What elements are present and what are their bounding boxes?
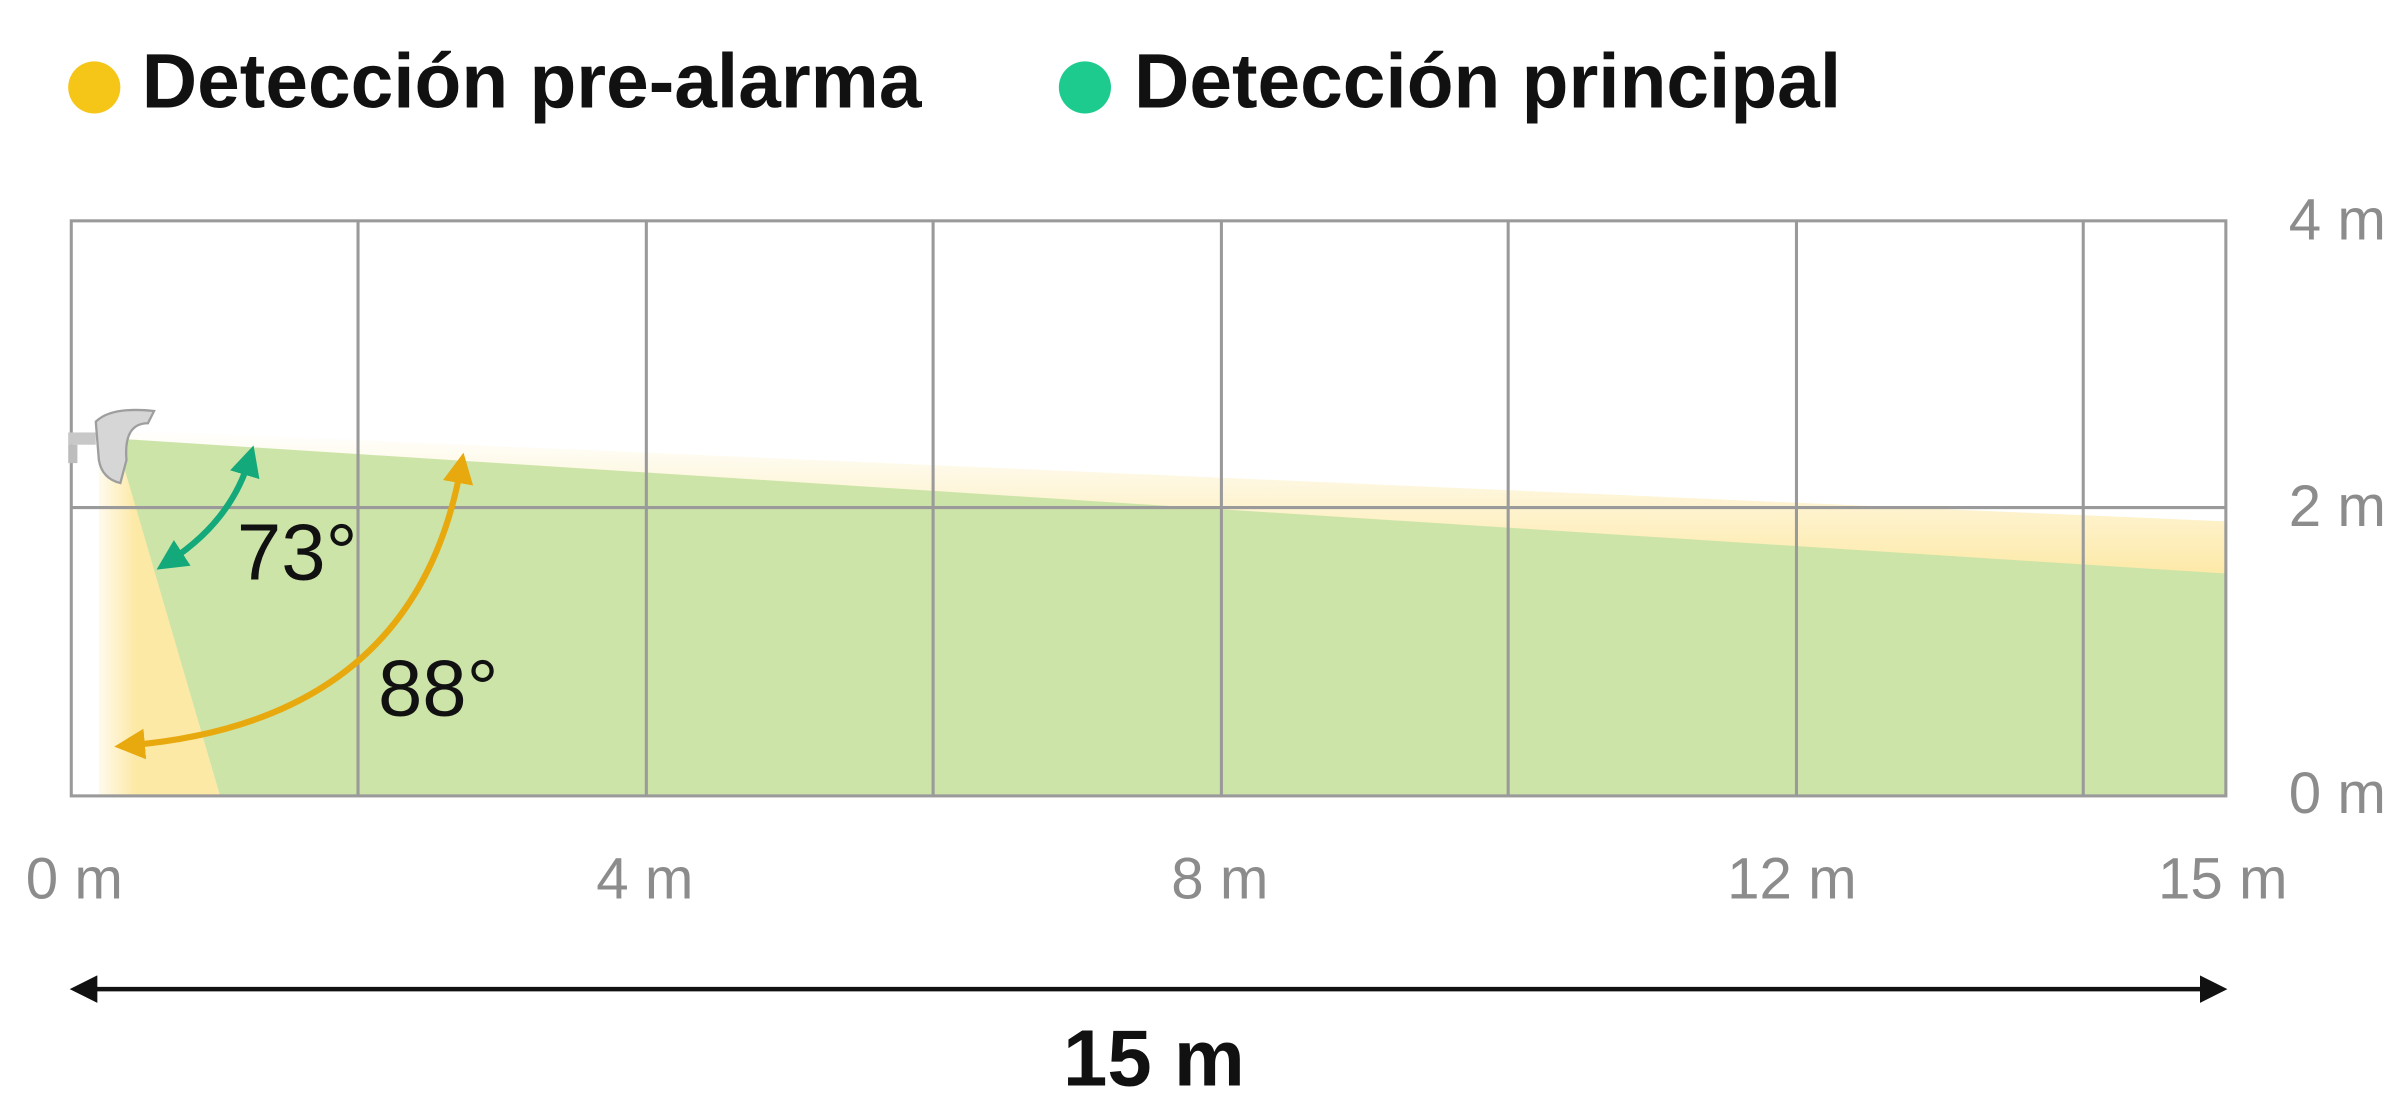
legend-label: Detección pre-alarma (142, 40, 923, 125)
x-label: 12 m (1727, 847, 1857, 912)
y-label: 2 m (2289, 474, 2386, 539)
legend-swatch (1058, 61, 1111, 114)
x-label: 4 m (596, 847, 693, 912)
x-label: 15 m (2158, 847, 2288, 912)
main-zone (115, 438, 2226, 796)
y-label: 0 m (2289, 761, 2386, 826)
legend-swatch (68, 61, 121, 114)
y-label: 4 m (2289, 187, 2386, 252)
camera-icon (68, 408, 156, 485)
x-label: 0 m (26, 847, 123, 912)
angle-label: 88° (378, 644, 499, 733)
legend-label: Detección principal (1134, 40, 1841, 125)
dimension-label: 15 m (1063, 1013, 1245, 1098)
angle-label: 73° (237, 507, 358, 596)
angle-arrow-88 (114, 452, 474, 760)
x-label: 8 m (1171, 847, 1268, 912)
